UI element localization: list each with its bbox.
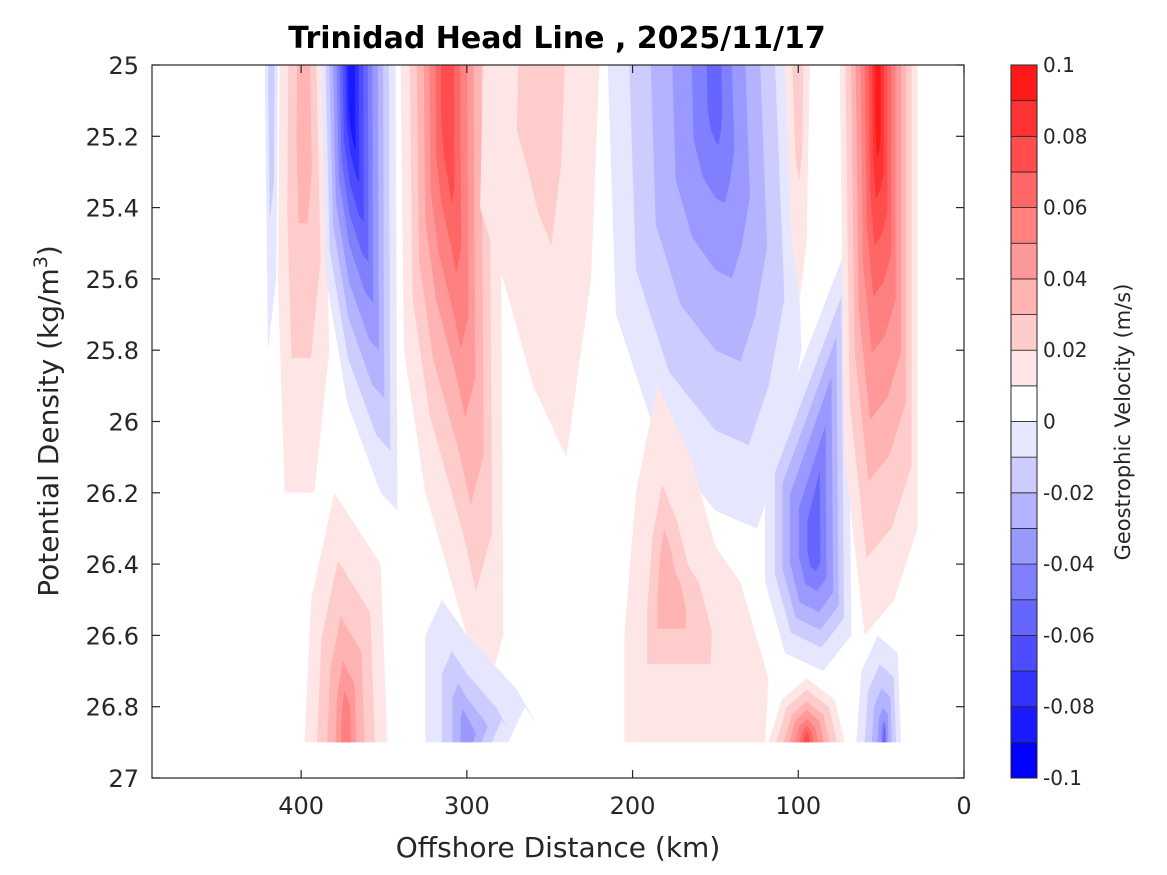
contour-band [296,65,312,224]
x-tick-label: 300 [444,792,490,820]
colorbar-band [1010,171,1038,208]
colorbar-band [1010,456,1038,494]
y-axis-label-main: Potential Density (kg/m [32,268,65,597]
colorbar-band [1010,207,1038,244]
colorbar-frame [1010,64,1038,779]
contour-band [268,65,275,222]
x-tick-label: 200 [610,792,656,820]
y-tick-label: 25 [108,52,139,80]
colorbar-tick-label: -0.06 [1043,623,1095,647]
colorbar-band [1010,563,1038,601]
y-axis-label-close: ) [32,245,65,256]
colorbar-band [1010,741,1038,779]
x-axis-label: Offshore Distance (km) [396,831,721,864]
y-tick-label: 26.8 [86,694,139,722]
colorbar-band [1010,385,1038,422]
colorbar-band [1010,135,1038,173]
colorbar-band [1010,100,1038,137]
y-tick-label: 25.4 [86,195,139,223]
contour-band [883,726,886,743]
colorbar-tick-label: 0.02 [1043,338,1088,362]
colorbar-band [1010,64,1038,102]
contour-band [516,65,565,246]
colorbar-band [1010,492,1038,529]
colorbar: 0.1 0.08 0.06 0.04 0.02 0 -0.02 -0.04 -0.06 -0.08… [1010,53,1095,790]
colorbar-band [1010,314,1038,351]
colorbar-tick-label: 0.1 [1043,53,1075,77]
x-tick-label: 0 [956,792,971,820]
y-axis-label-superscript: 3 [30,256,52,268]
contour-band [480,65,600,458]
y-tick-label: 25.8 [86,337,139,365]
colorbar-tick-label: 0.08 [1043,124,1088,148]
y-axis: 25 25.2 25.4 25.6 25.8 26 26.2 26.4 26.6 26.8 27 [86,52,964,793]
colorbar-label: Geostrophic Velocity (m/s) [1111,284,1135,561]
colorbar-tick-label: 0.04 [1043,267,1088,291]
colorbar-band [1010,421,1038,458]
y-tick-label: 26 [108,409,139,437]
colorbar-tick-label: -0.04 [1043,552,1095,576]
contour-band [460,708,478,743]
colorbar-band [1010,242,1038,280]
x-tick-label: 100 [775,792,821,820]
colorbar-band [1010,635,1038,672]
contour-band [785,65,810,297]
contour-band [440,65,455,205]
contour-band [875,65,881,158]
chart-title: Trinidad Head Line , 2025/11/17 [288,21,825,56]
contour-band [706,65,723,145]
plot-area [151,64,965,779]
contour-band [347,65,356,150]
y-tick-label: 26.4 [86,551,139,579]
colorbar-band [1010,706,1038,743]
y-tick-label: 26.2 [86,480,139,508]
colorbar-band [1010,349,1038,387]
contour-band [657,529,687,629]
contour-fills [264,65,918,743]
contour-band [264,65,278,351]
contour-band [807,470,821,572]
contour-band [340,690,351,743]
colorbar-band [1010,670,1038,708]
colorbar-tick-label: 0.06 [1043,196,1088,220]
y-axis-label: Potential Density (kg/m3) [30,245,65,597]
y-tick-label: 27 [108,765,139,793]
y-tick-label: 25.6 [86,266,139,294]
x-tick-label: 400 [278,792,324,820]
y-tick-label: 26.6 [86,622,139,650]
colorbar-tick-label: -0.1 [1043,766,1082,790]
y-tick-label: 25.2 [86,123,139,151]
colorbar-tick-label: 0 [1043,410,1056,434]
contour-band [792,65,804,182]
colorbar-tick-label: -0.08 [1043,695,1095,719]
contour-band [803,731,810,743]
colorbar-tick-label: -0.02 [1043,481,1095,505]
colorbar-band [1010,599,1038,636]
colorbar-band [1010,528,1038,565]
colorbar-band [1010,278,1038,315]
x-axis: 400 300 200 100 0 [278,65,972,820]
